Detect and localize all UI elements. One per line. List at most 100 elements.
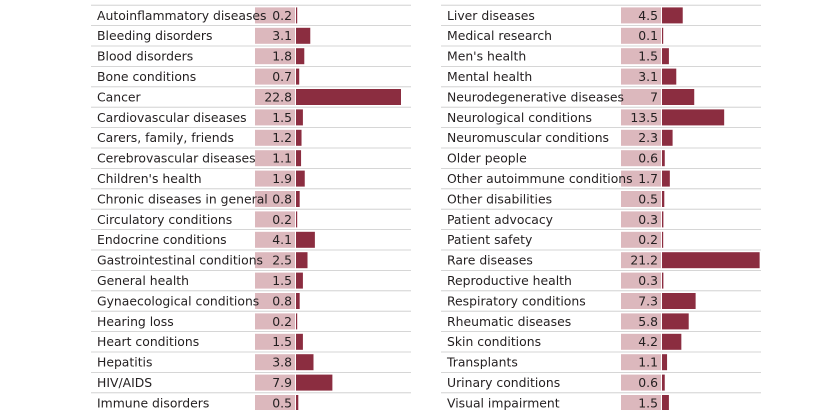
bar bbox=[296, 68, 300, 85]
value-label: 1.1 bbox=[638, 355, 658, 370]
bar bbox=[296, 395, 299, 410]
value-label: 21.2 bbox=[630, 253, 658, 268]
value-box bbox=[255, 7, 295, 24]
value-box bbox=[255, 89, 295, 105]
value-box bbox=[255, 68, 295, 85]
bar bbox=[662, 354, 668, 371]
value-box bbox=[255, 231, 295, 248]
bar bbox=[296, 252, 308, 269]
bar bbox=[662, 252, 760, 269]
bar bbox=[296, 374, 333, 391]
value-label: 2.3 bbox=[638, 130, 658, 145]
category-label: Liver diseases bbox=[447, 8, 535, 23]
category-label: Cardiovascular diseases bbox=[97, 110, 247, 125]
value-box bbox=[621, 374, 661, 391]
value-label: 1.9 bbox=[272, 171, 292, 186]
value-label: 1.5 bbox=[272, 334, 292, 349]
value-box bbox=[255, 313, 295, 330]
value-label: 0.1 bbox=[638, 28, 658, 43]
value-label: 22.8 bbox=[264, 89, 292, 104]
bar bbox=[296, 109, 303, 126]
value-label: 0.7 bbox=[272, 69, 292, 84]
value-box bbox=[255, 293, 295, 309]
category-label: Transplants bbox=[446, 355, 518, 370]
category-label: Hearing loss bbox=[97, 314, 174, 329]
bar bbox=[296, 150, 302, 167]
value-box bbox=[621, 170, 661, 187]
category-label: Visual impairment bbox=[447, 395, 560, 410]
value-label: 0.6 bbox=[638, 151, 658, 166]
bar bbox=[296, 354, 314, 371]
value-label: 0.3 bbox=[638, 212, 658, 227]
category-label: Gynaecological conditions bbox=[97, 293, 259, 308]
value-label: 13.5 bbox=[630, 110, 658, 125]
category-label: Medical research bbox=[447, 28, 552, 43]
category-label: Bleeding disorders bbox=[97, 28, 212, 43]
bar bbox=[662, 7, 683, 24]
category-label: Children's health bbox=[97, 171, 202, 186]
category-label: Urinary conditions bbox=[447, 375, 560, 390]
value-box bbox=[255, 252, 295, 269]
bar bbox=[662, 27, 664, 44]
bar bbox=[662, 374, 665, 391]
value-box bbox=[255, 170, 295, 187]
value-label: 5.8 bbox=[638, 314, 658, 329]
value-label: 3.8 bbox=[272, 355, 292, 370]
category-label: Neurological conditions bbox=[447, 110, 592, 125]
value-label: 1.2 bbox=[272, 130, 292, 145]
bar bbox=[296, 48, 305, 65]
value-box bbox=[621, 333, 661, 350]
bar bbox=[296, 129, 302, 146]
bar bbox=[662, 129, 673, 146]
category-label: Endocrine conditions bbox=[97, 232, 227, 247]
value-label: 1.8 bbox=[272, 49, 292, 64]
value-label: 1.1 bbox=[272, 151, 292, 166]
category-label: Cancer bbox=[97, 89, 142, 104]
category-label: Heart conditions bbox=[97, 334, 199, 349]
value-label: 4.1 bbox=[272, 232, 292, 247]
category-label: Bone conditions bbox=[97, 69, 196, 84]
category-label: Immune disorders bbox=[97, 395, 209, 410]
value-box bbox=[621, 27, 661, 44]
bar bbox=[296, 333, 303, 350]
category-label: Skin conditions bbox=[447, 334, 541, 349]
value-label: 2.5 bbox=[272, 253, 292, 268]
bar bbox=[662, 109, 725, 126]
value-label: 1.5 bbox=[272, 273, 292, 288]
value-box bbox=[621, 7, 661, 24]
category-label: Other autoimmune conditions bbox=[447, 171, 633, 186]
category-label: Chronic diseases in general bbox=[97, 191, 268, 206]
bar bbox=[662, 293, 696, 309]
category-label: HIV/AIDS bbox=[97, 375, 152, 390]
value-box bbox=[255, 333, 295, 350]
value-label: 0.5 bbox=[272, 395, 292, 410]
bar bbox=[662, 48, 669, 65]
bar bbox=[662, 395, 669, 410]
value-label: 7.3 bbox=[638, 293, 658, 308]
category-label: Carers, family, friends bbox=[97, 130, 234, 145]
value-label: 0.2 bbox=[638, 232, 658, 247]
bar bbox=[662, 272, 664, 289]
value-box bbox=[255, 374, 295, 391]
value-box bbox=[255, 109, 295, 126]
value-box bbox=[255, 27, 295, 44]
value-label: 0.8 bbox=[272, 191, 292, 206]
value-box bbox=[621, 68, 661, 85]
value-box bbox=[255, 272, 295, 289]
value-box bbox=[621, 89, 661, 105]
category-label: Men's health bbox=[447, 49, 526, 64]
value-box bbox=[255, 129, 295, 146]
value-box bbox=[621, 48, 661, 65]
category-label: Rheumatic diseases bbox=[447, 314, 571, 329]
bar bbox=[296, 191, 300, 207]
category-label: Other disabilities bbox=[447, 191, 552, 206]
category-label: Hepatitis bbox=[97, 355, 152, 370]
value-label: 4.5 bbox=[638, 8, 658, 23]
value-label: 0.2 bbox=[272, 8, 292, 23]
bar bbox=[662, 231, 664, 248]
bar bbox=[296, 170, 305, 187]
bar bbox=[296, 211, 298, 228]
bar bbox=[662, 68, 677, 85]
category-label: Autoinflammatory diseases bbox=[97, 8, 267, 23]
